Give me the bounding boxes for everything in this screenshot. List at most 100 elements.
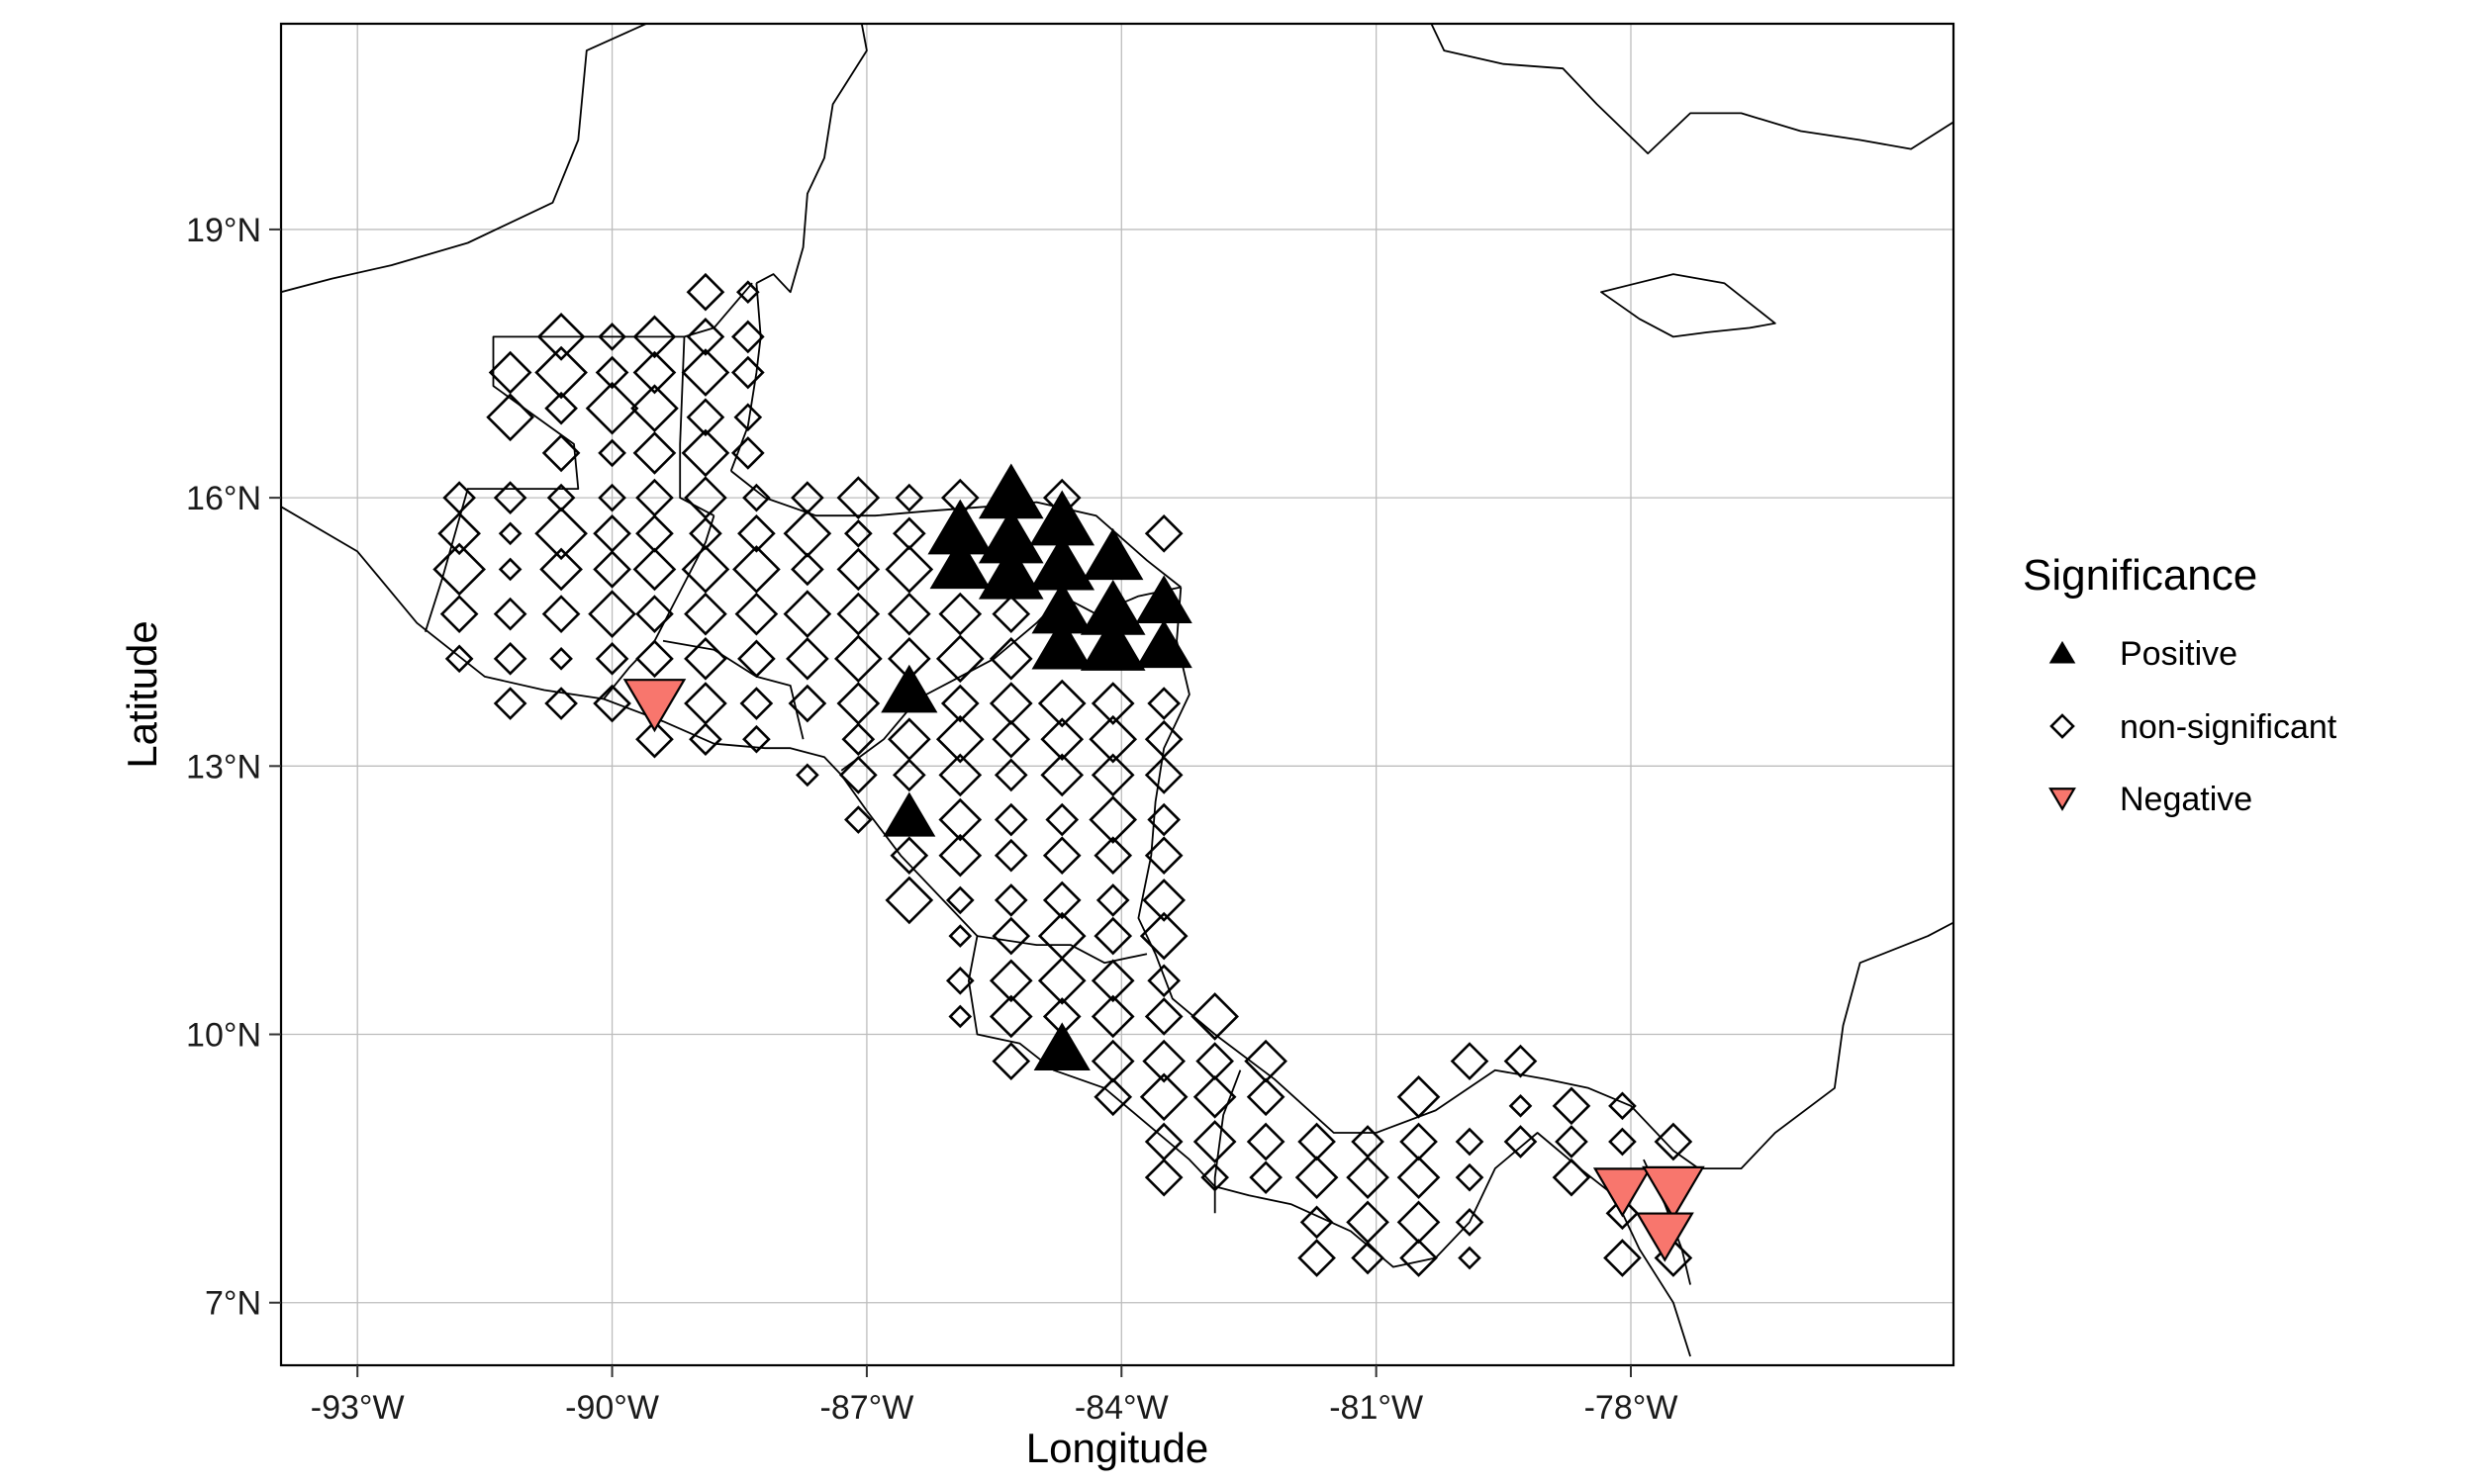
non-significant-marker-42: [737, 513, 776, 553]
yucatan-east-coast: [755, 24, 868, 294]
non-significant-marker-111: [844, 805, 873, 834]
non-significant-marker-108: [1040, 753, 1085, 797]
non-significant-marker-122: [1144, 836, 1184, 876]
non-significant-marker-23: [730, 436, 765, 470]
non-significant-marker-181: [1455, 1208, 1484, 1237]
mosquito-coast: [1137, 587, 1377, 1134]
non-significant-marker-91: [1091, 682, 1135, 725]
non-significant-marker-1: [735, 280, 760, 305]
non-significant-marker-20: [598, 438, 626, 468]
non-significant-marker-72: [595, 642, 629, 676]
non-significant-marker-159: [1246, 1122, 1285, 1161]
non-significant-marker-48: [498, 557, 523, 582]
non-significant-marker-105: [892, 758, 926, 792]
non-significant-marker-166: [1608, 1091, 1637, 1121]
legend-label-2: Negative: [2120, 781, 2252, 818]
non-significant-marker-106: [938, 753, 983, 797]
non-significant-marker-175: [1555, 1125, 1588, 1159]
non-significant-marker-94: [689, 722, 722, 757]
legend-key-negative: [2048, 788, 2076, 811]
non-significant-marker-96: [841, 722, 876, 757]
non-significant-marker-38: [534, 507, 588, 561]
non-significant-marker-7: [488, 350, 532, 395]
non-significant-marker-75: [737, 639, 776, 679]
y-tick-label-4: 19°N: [186, 212, 261, 249]
non-significant-marker-143: [1144, 997, 1184, 1036]
colombia-coast: [1698, 921, 1953, 1169]
non-significant-marker-115: [1089, 795, 1138, 844]
positive-marker-15: [883, 791, 936, 837]
non-significant-marker-21: [632, 431, 677, 475]
non-significant-marker-50: [593, 550, 631, 589]
non-significant-marker-124: [945, 885, 975, 915]
non-significant-marker-81: [493, 687, 527, 720]
non-significant-marker-22: [681, 428, 730, 478]
non-significant-marker-128: [1142, 879, 1187, 922]
non-significant-marker-53: [732, 545, 781, 594]
x-tick-label-5: -78°W: [1584, 1389, 1678, 1427]
non-significant-marker-176: [1608, 1127, 1637, 1157]
non-significant-marker-114: [1045, 802, 1080, 837]
non-significant-marker-17: [686, 398, 725, 437]
non-significant-marker-121: [1094, 836, 1133, 876]
non-significant-marker-99: [992, 719, 1031, 759]
non-significant-marker-13: [486, 393, 534, 442]
panama-caribbean-coast: [1376, 1068, 1700, 1169]
non-significant-marker-44: [844, 518, 873, 548]
non-significant-marker-145: [992, 1042, 1031, 1080]
positive-marker-11: [1031, 617, 1093, 670]
non-significant-marker-65: [836, 592, 881, 636]
legend-label-0: Positive: [2120, 635, 2237, 673]
non-significant-marker-129: [948, 924, 973, 948]
non-significant-marker-138: [1147, 964, 1182, 998]
non-significant-marker-133: [1139, 911, 1189, 961]
non-significant-marker-167: [1144, 1158, 1184, 1197]
non-significant-marker-57: [439, 595, 479, 633]
non-significant-marker-69: [444, 644, 474, 674]
positive-marker-16: [1033, 1022, 1091, 1070]
non-significant-marker-3: [598, 323, 626, 351]
nicaragua-costarica-border: [977, 935, 1148, 965]
non-significant-marker-37: [498, 521, 523, 546]
legend-key-positive: [2048, 640, 2076, 664]
non-significant-marker-25: [493, 481, 527, 514]
y-axis-ticks: 7°N 10°N 13°N 16°N 19°N: [186, 212, 281, 1323]
non-significant-marker-63: [734, 592, 779, 636]
non-significant-marker-187: [1458, 1246, 1481, 1270]
non-significant-marker-135: [989, 959, 1033, 1003]
non-significant-marker-107: [994, 758, 1028, 792]
non-significant-marker-112: [938, 797, 983, 842]
non-significant-marker-113: [994, 802, 1028, 837]
non-significant-marker-2: [536, 313, 586, 361]
y-tick-label-1: 10°N: [186, 1017, 261, 1055]
positive-marker-7: [978, 543, 1044, 600]
non-significant-marker-127: [1095, 883, 1130, 917]
x-tick-label-1: -90°W: [565, 1389, 659, 1427]
x-tick-label-0: -93°W: [311, 1389, 405, 1427]
non-significant-marker-67: [938, 592, 983, 636]
non-significant-marker-10: [632, 350, 677, 395]
non-significant-marker-16: [630, 384, 679, 433]
non-significant-marker-90: [1037, 679, 1087, 728]
non-significant-marker-86: [788, 684, 827, 723]
non-significant-marker-101: [1089, 714, 1138, 764]
non-significant-marker-144: [1190, 992, 1239, 1041]
positive-marker-13: [1135, 619, 1192, 669]
non-significant-marker-66: [887, 592, 931, 636]
non-significant-marker-79: [935, 634, 985, 684]
non-significant-marker-164: [1508, 1094, 1533, 1118]
non-significant-marker-64: [783, 590, 832, 638]
non-significant-marker-104: [839, 756, 878, 794]
non-significant-marker-118: [938, 833, 983, 878]
positive-marker-5: [1082, 527, 1144, 581]
non-significant-marker-19: [541, 433, 581, 473]
non-significant-marker-82: [544, 687, 578, 720]
legend-label-1: non-significant: [2120, 708, 2337, 746]
x-tick-label-2: -87°W: [820, 1389, 914, 1427]
non-significant-marker-142: [1091, 994, 1135, 1039]
non-significant-marker-58: [493, 597, 527, 631]
cuba-coast: [1430, 24, 1953, 154]
non-significant-marker-80: [989, 637, 1033, 681]
non-significant-marker-92: [1147, 687, 1182, 720]
